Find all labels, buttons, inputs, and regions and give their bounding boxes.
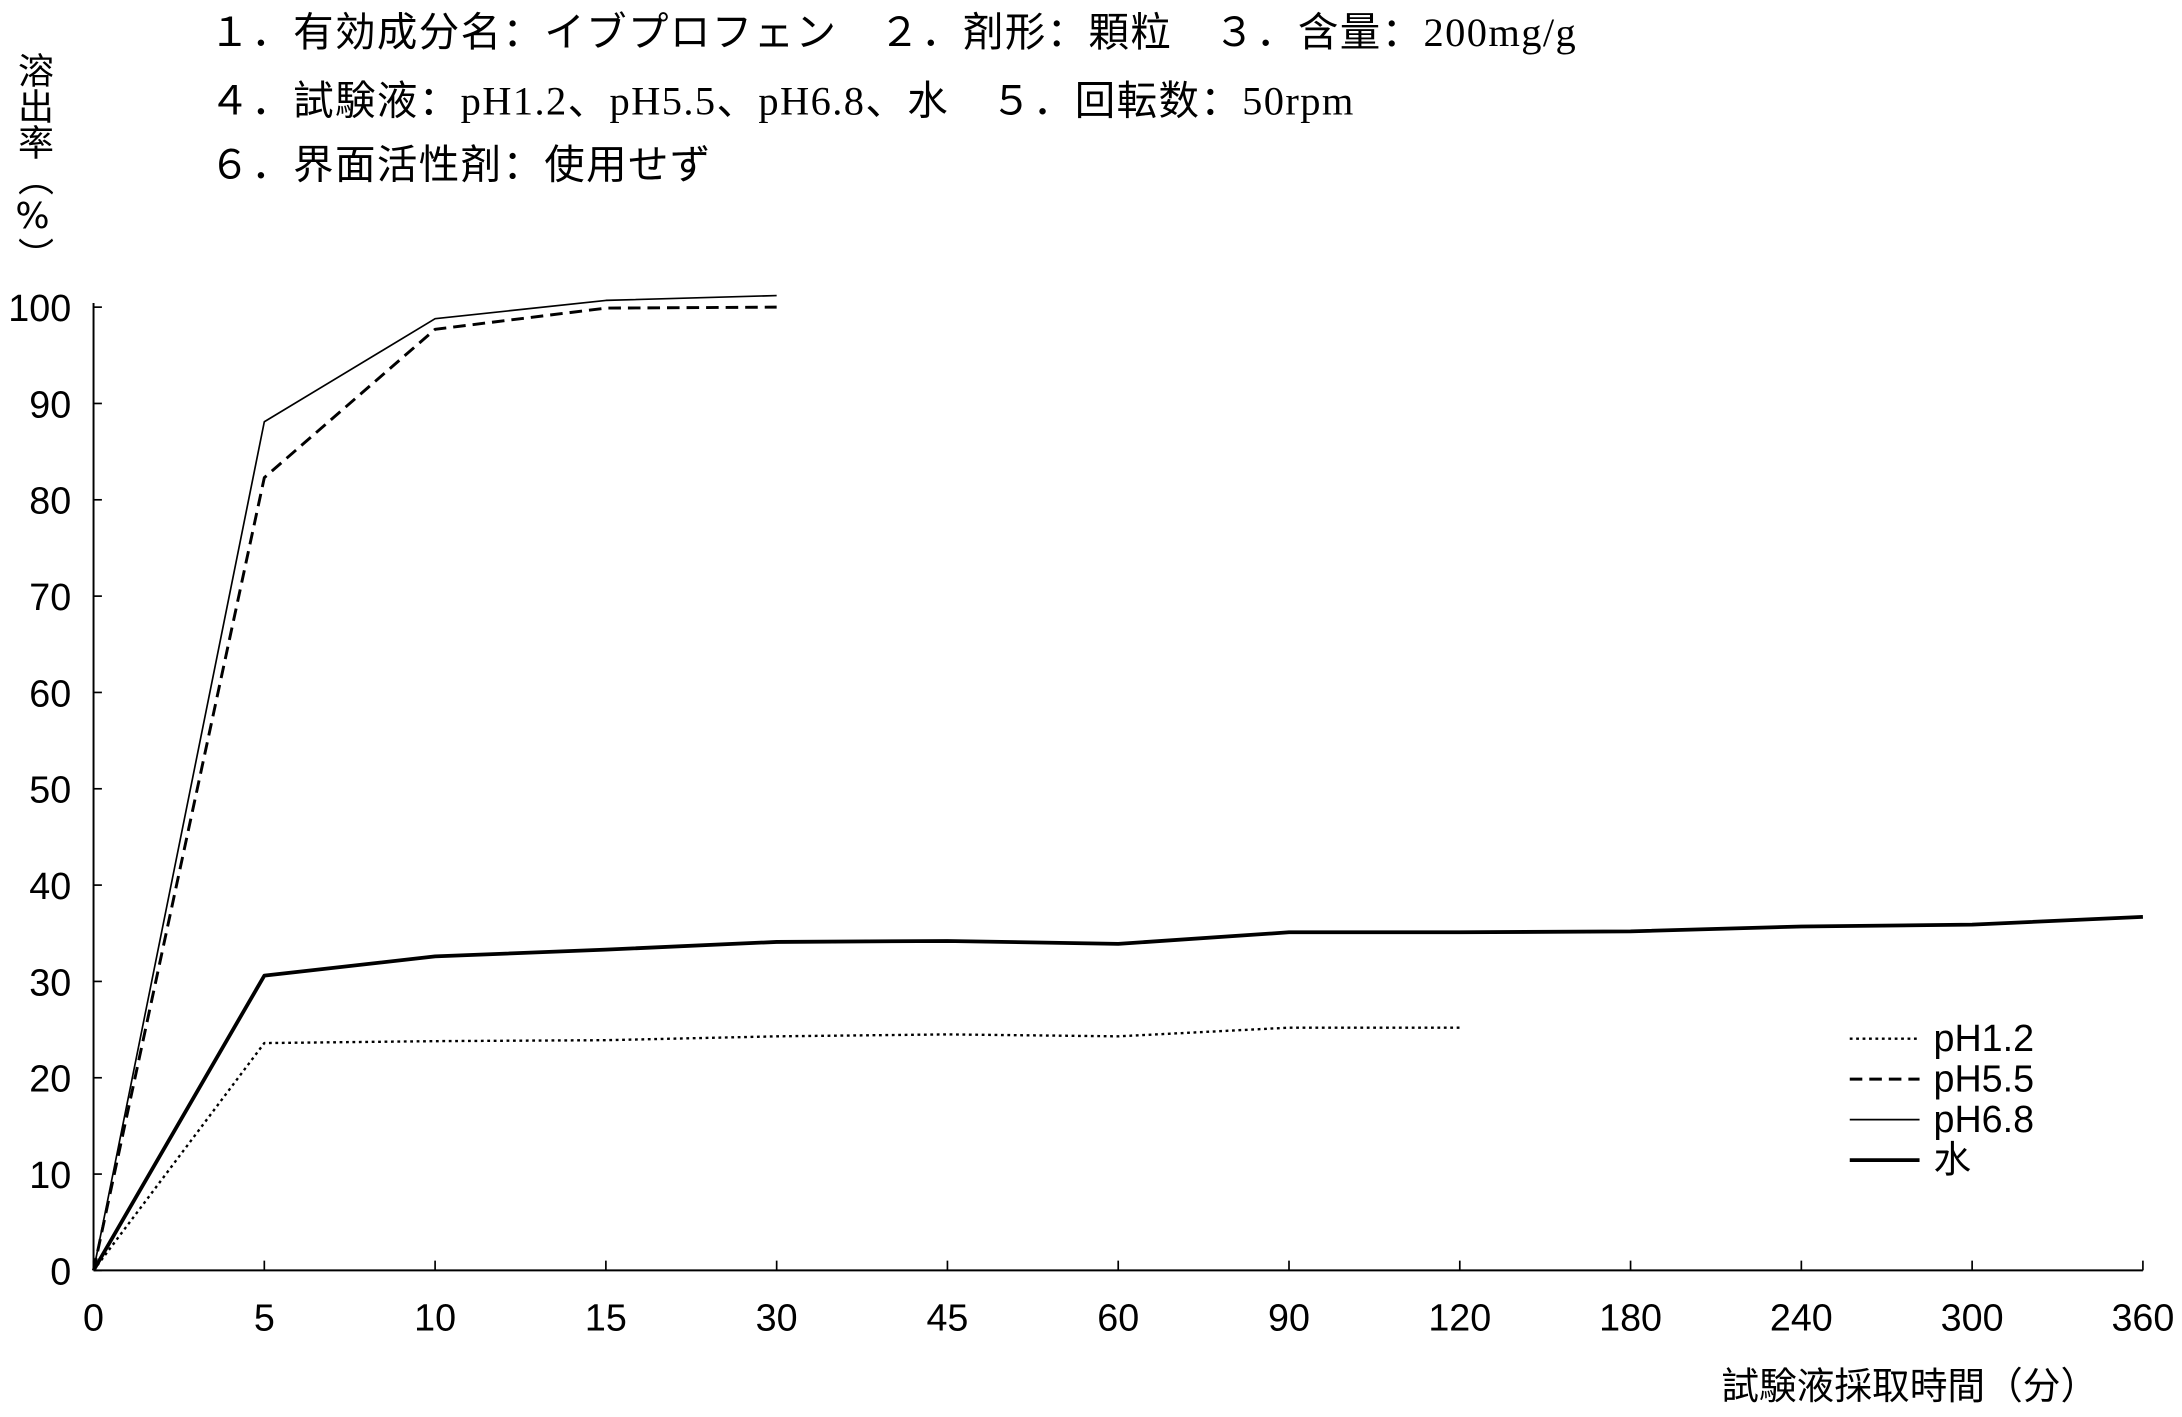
x-ticks: 0 5 10 15 30 45 60 90 120 180 240 300 360 <box>83 1260 2174 1338</box>
x-tick-label: 360 <box>2111 1296 2174 1338</box>
series-line-1 <box>92 1026 1460 1272</box>
condition-line-2: ４．試験液：pH1.2、pH5.5、pH6.8、水 ５．回転数：50rpm <box>209 78 1354 123</box>
x-tick-label: 15 <box>585 1296 627 1338</box>
y-ticks: 0 10 20 30 40 50 60 70 80 90 100 <box>8 287 102 1292</box>
test-conditions: １．有効成分名：イブプロフェン ２．剤形：顆粒 ３．含量：200mg/g ４．試… <box>209 10 1577 188</box>
x-tick-label: 120 <box>1428 1296 1491 1338</box>
x-tick-label: 180 <box>1599 1296 1662 1338</box>
y-tick-label: 50 <box>29 769 71 811</box>
x-tick-label: 30 <box>756 1296 798 1338</box>
y-tick-label: 20 <box>29 1058 71 1100</box>
x-axis-label: 試験液採取時間（分） <box>1721 1364 2098 1408</box>
x-tick-label: 240 <box>1770 1296 1833 1338</box>
x-tick-label: 45 <box>926 1296 968 1338</box>
y-tick-label: 10 <box>29 1154 71 1196</box>
y-tick-label: 70 <box>29 576 71 618</box>
condition-line-3: ６．界面活性剤：使用せず <box>209 143 711 188</box>
x-tick-label: 300 <box>1941 1296 2004 1338</box>
y-tick-label: 0 <box>50 1250 71 1292</box>
legend-label-3: pH6.8 <box>1934 1098 2035 1140</box>
legend-label-1: pH1.2 <box>1934 1017 2035 1059</box>
y-tick-label: 40 <box>29 865 71 907</box>
series-line-4 <box>91 915 2143 1272</box>
series-line-2 <box>92 305 777 1271</box>
data-series <box>91 294 2143 1272</box>
y-tick-label: 90 <box>29 383 71 425</box>
y-tick-label: 80 <box>29 480 71 522</box>
x-tick-label: 10 <box>414 1296 456 1338</box>
x-tick-label: 0 <box>83 1296 104 1338</box>
x-tick-label: 60 <box>1097 1296 1139 1338</box>
legend-label-2: pH5.5 <box>1934 1058 2035 1100</box>
legend-label-4: 水 <box>1934 1139 1972 1181</box>
y-tick-label: 30 <box>29 961 71 1003</box>
x-tick-label: 5 <box>254 1296 275 1338</box>
x-tick-label: 90 <box>1268 1296 1310 1338</box>
condition-line-1: １．有効成分名：イブプロフェン ２．剤形：顆粒 ３．含量：200mg/g <box>209 10 1577 55</box>
y-tick-label: 100 <box>8 287 71 329</box>
y-tick-label: 60 <box>29 672 71 714</box>
y-axis-label: 溶出率（%） <box>12 52 53 273</box>
series-line-3 <box>92 294 777 1271</box>
